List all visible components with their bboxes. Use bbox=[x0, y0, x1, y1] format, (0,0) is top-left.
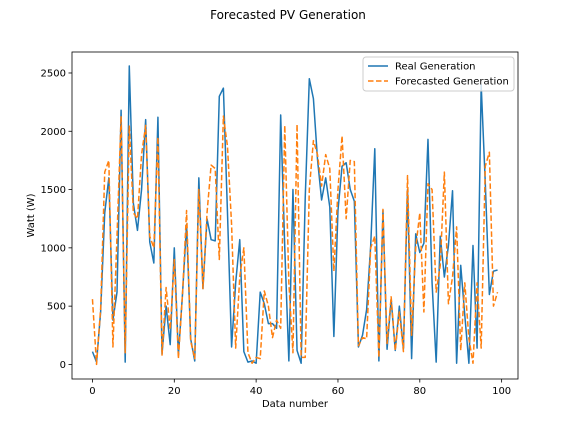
y-tick-label: 1500 bbox=[41, 185, 66, 196]
x-tick-label: 100 bbox=[492, 386, 511, 397]
y-axis-ticks: 0 500 1000 1500 2000 2500 bbox=[41, 68, 72, 371]
legend: Real Generation Forecasted Generation bbox=[362, 56, 515, 92]
y-tick-label: 500 bbox=[47, 302, 66, 313]
legend-label-real: Real Generation bbox=[395, 62, 476, 73]
y-tick-label: 0 bbox=[60, 360, 66, 371]
series-layer bbox=[91, 65, 499, 366]
x-tick-label: 60 bbox=[332, 386, 345, 397]
legend-label-forecast: Forecasted Generation bbox=[395, 77, 509, 88]
x-tick-label: 40 bbox=[250, 386, 263, 397]
axes-frame bbox=[71, 51, 519, 380]
x-tick-label: 20 bbox=[168, 386, 181, 397]
x-tick-label: 0 bbox=[89, 386, 95, 397]
y-tick-label: 2500 bbox=[41, 68, 66, 79]
chart-title: Forecasted PV Generation bbox=[210, 8, 366, 22]
x-tick-label: 80 bbox=[413, 386, 426, 397]
y-tick-label: 1000 bbox=[41, 243, 66, 254]
x-axis-label: Data number bbox=[262, 399, 329, 410]
y-axis-label: Watt (W) bbox=[26, 193, 37, 237]
x-axis-ticks: 0 20 40 60 80 100 bbox=[89, 379, 511, 397]
series-line-forecast bbox=[91, 115, 499, 366]
y-tick-label: 2000 bbox=[41, 127, 66, 138]
legend-box bbox=[362, 56, 515, 92]
